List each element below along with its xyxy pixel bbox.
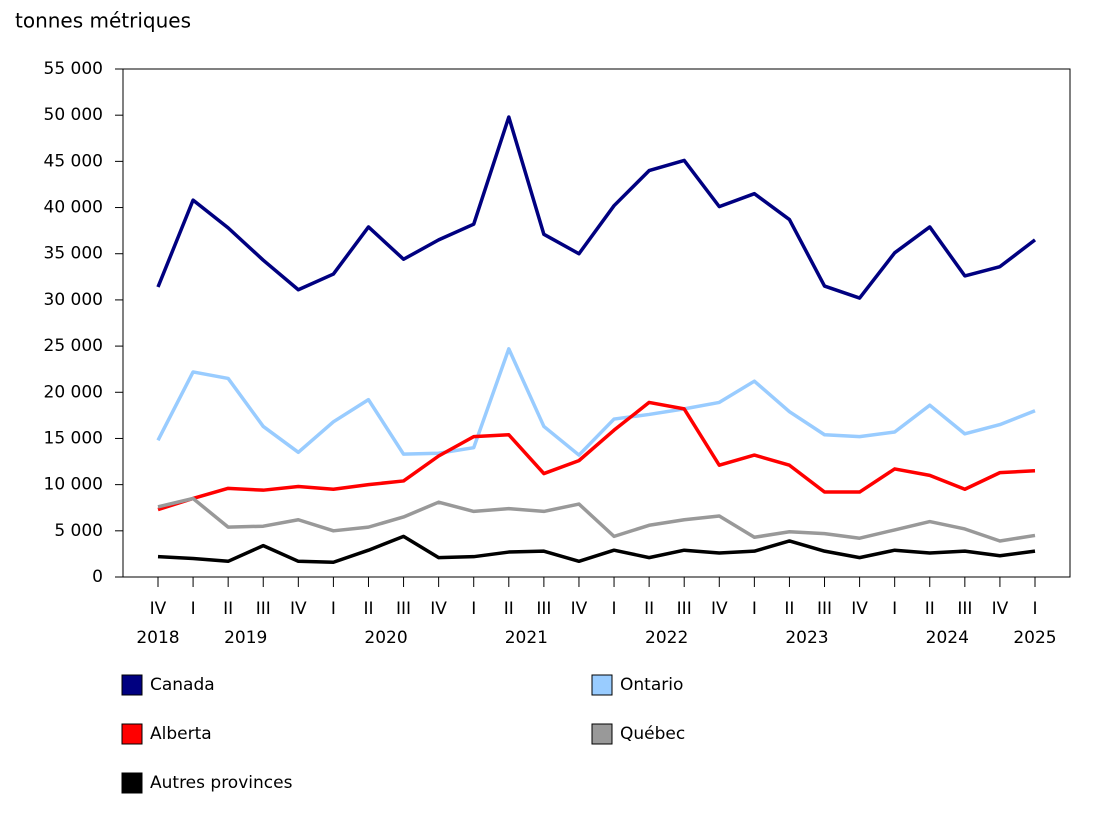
series-line (156, 115, 1037, 300)
x-tick-label: III (817, 599, 832, 619)
y-tick-label: 30 000 (44, 290, 103, 310)
series-line (157, 534, 1036, 564)
x-tick-label: II (504, 599, 514, 619)
x-group-label: 2025 (1013, 628, 1056, 648)
x-tick-label: IV (430, 599, 447, 619)
x-tick-label: I (331, 599, 336, 619)
x-tick-label: IV (992, 599, 1009, 619)
x-tick-label: II (784, 599, 794, 619)
x-group-label: 2020 (364, 628, 407, 648)
y-tick-label: 25 000 (44, 336, 103, 356)
y-axis-label: tonnes métriques (15, 9, 191, 33)
y-tick-label: 20 000 (44, 382, 103, 402)
x-tick-label: I (752, 599, 757, 619)
y-tick-label: 15 000 (44, 428, 103, 448)
x-tick-label: IV (851, 599, 868, 619)
legend-label: Autres provinces (150, 773, 293, 793)
legend-label: Canada (150, 675, 215, 695)
y-tick-label: 35 000 (44, 244, 103, 264)
y-tick-label: 40 000 (44, 198, 103, 218)
x-group-label: 2022 (645, 628, 688, 648)
x-tick-label: III (256, 599, 271, 619)
legend-swatch (121, 723, 143, 745)
x-group-label: 2024 (926, 628, 969, 648)
x-tick-label: II (363, 599, 373, 619)
x-tick-label: III (677, 599, 692, 619)
plot-frame (122, 68, 1071, 578)
legend-label: Alberta (150, 724, 212, 744)
y-tick-label: 0 (92, 567, 103, 587)
x-tick-label: I (892, 599, 897, 619)
x-tick-label: IV (150, 599, 167, 619)
x-group-label: 2019 (224, 628, 267, 648)
x-tick-label: I (1032, 599, 1037, 619)
x-tick-label: II (925, 599, 935, 619)
x-tick-label: II (644, 599, 654, 619)
y-tick-label: 50 000 (44, 105, 103, 125)
x-group-label: 2021 (505, 628, 548, 648)
legend-label: Ontario (620, 675, 683, 695)
x-tick-label: IV (711, 599, 728, 619)
x-tick-label: III (396, 599, 411, 619)
y-tick-label: 5 000 (54, 521, 103, 541)
series-line (157, 496, 1036, 543)
x-tick-label: I (191, 599, 196, 619)
x-tick-label: III (957, 599, 972, 619)
x-group-label: 2023 (785, 628, 828, 648)
x-tick-label: III (536, 599, 551, 619)
legend-swatch (591, 674, 613, 696)
series-line (156, 347, 1036, 457)
legend-swatch (121, 674, 143, 696)
legend-label: Québec (620, 724, 685, 744)
x-tick-label: II (223, 599, 233, 619)
series-line (157, 400, 1036, 512)
x-tick-label: IV (290, 599, 307, 619)
y-tick-label: 45 000 (44, 151, 103, 171)
x-tick-label: I (471, 599, 476, 619)
legend-swatch (591, 723, 613, 745)
x-tick-label: I (612, 599, 617, 619)
legend-swatch (121, 772, 143, 794)
x-group-label: 2018 (136, 628, 179, 648)
x-tick-label: IV (571, 599, 588, 619)
y-tick-label: 10 000 (44, 475, 103, 495)
y-tick-label: 55 000 (44, 59, 103, 79)
